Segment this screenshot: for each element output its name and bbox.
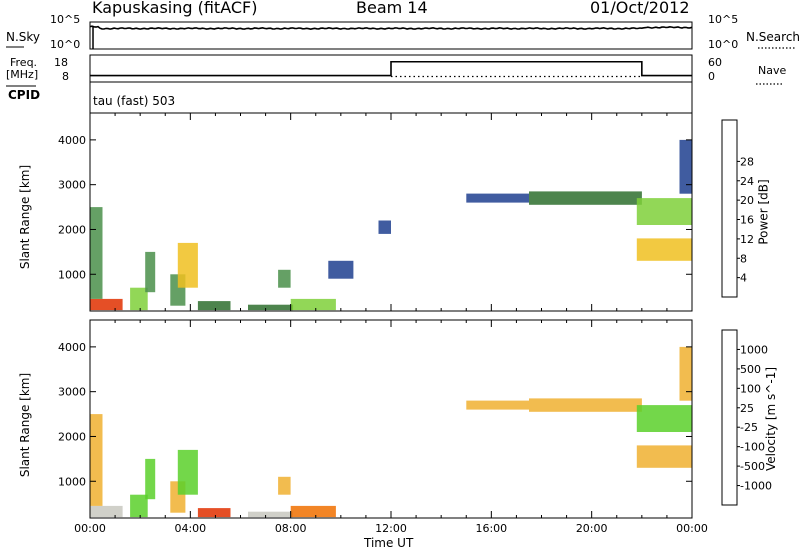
scatter-region-power-7 (248, 304, 294, 311)
scatter-region-velocity-11 (529, 398, 642, 412)
power-colorbar-tick-label-6: 4 (740, 272, 747, 285)
scatter-region-velocity-10 (466, 400, 529, 410)
velocity-colorbar-tick-label-6: -500 (740, 460, 765, 473)
scatter-region-power-0 (90, 298, 123, 311)
y-tick-label-power-1: 2000 (58, 223, 86, 236)
scatter-region-power-2 (130, 287, 148, 311)
x-tick-label-6: 00:00 (676, 522, 708, 535)
nsky-legend-line (6, 46, 24, 48)
scatter-region-power-5 (177, 242, 198, 288)
x-tick-label-3: 12:00 (375, 522, 407, 535)
nave-right-tick-top: 60 (708, 56, 722, 69)
scatter-region-velocity-5 (177, 449, 198, 495)
power-colorbar-tick-label-1: 24 (740, 175, 754, 188)
frequency-line (90, 60, 692, 77)
freq-label: Freq. (10, 56, 38, 69)
scatter-region-velocity-7 (248, 511, 294, 518)
cpid-label: CPID (8, 88, 41, 102)
y-tick-label-velocity-2: 3000 (58, 386, 86, 399)
scatter-region-power-16 (679, 139, 692, 194)
freq-left-tick-top: 18 (54, 56, 68, 69)
power-colorbar-tick-label-0: 28 (740, 155, 754, 168)
nsky-label: N.Sky (6, 30, 41, 44)
scatter-region-velocity-9 (278, 476, 291, 495)
noise-left-tick-bottom: 10^0 (50, 38, 81, 51)
y-tick-label-power-0: 1000 (58, 268, 86, 281)
scatter-region-power-11 (466, 193, 529, 203)
scatter-region-power-1 (90, 207, 103, 299)
scatter-region-velocity-2 (130, 494, 148, 518)
noise-right-tick-top: 10^5 (708, 13, 739, 26)
nave-right-tick-bottom: 0 (708, 70, 715, 83)
velocity-colorbar-tick-label-3: 25 (740, 402, 754, 415)
y-tick-label-power-2: 3000 (58, 179, 86, 192)
sky-noise-line (89, 25, 693, 31)
y-tick-label-velocity-3: 4000 (58, 341, 86, 354)
velocity-colorbar-tick-label-5: -100 (740, 441, 765, 454)
nsearch-label: N.Search (746, 30, 800, 44)
beam-label: Beam 14 (356, 0, 428, 17)
freq-left-tick-bottom: 8 (62, 70, 69, 83)
nave-label: Nave (758, 64, 787, 77)
station-title: Kapuskasing (fitACF) (92, 0, 258, 17)
noise-left-tick-top: 10^5 (50, 13, 81, 26)
x-tick-label-1: 04:00 (174, 522, 206, 535)
scatter-region-power-12 (529, 191, 642, 205)
velocity-colorbar-tick-label-1: 500 (740, 363, 761, 376)
scatter-region-velocity-14 (679, 346, 692, 401)
date-label: 01/Oct/2012 (590, 0, 690, 17)
x-axis-title: Time UT (364, 536, 414, 550)
nave-legend-line (756, 83, 782, 85)
x-tick-label-0: 00:00 (74, 522, 106, 535)
scatter-region-power-3 (145, 251, 156, 293)
velocity-colorbar-tick-label-0: 1000 (740, 343, 768, 356)
power-colorbar-frame (721, 119, 738, 298)
mode-text: tau (fast) 503 (93, 94, 176, 108)
power-colorbar-tick-label-2: 20 (740, 194, 754, 207)
freq-unit-label: [MHz] (6, 68, 39, 81)
x-tick-label-2: 08:00 (275, 522, 307, 535)
scatter-region-power-15 (378, 220, 391, 234)
power-colorbar-tick-label-3: 16 (740, 214, 754, 227)
scatter-region-velocity-3 (145, 458, 156, 500)
scatter-region-velocity-1 (90, 414, 103, 506)
y-tick-label-power-3: 4000 (58, 134, 86, 147)
velocity-colorbar-tick-label-2: 100 (740, 382, 761, 395)
scatter-region-power-8 (290, 298, 336, 311)
scatter-region-velocity-12 (636, 405, 692, 432)
x-tick-label-4: 16:00 (475, 522, 507, 535)
velocity-colorbar-tick-label-7: -1000 (740, 480, 772, 493)
scatter-region-power-9 (278, 269, 291, 288)
cpid-strip-frame (89, 81, 693, 114)
scatter-region-velocity-0 (90, 505, 123, 518)
scatter-region-power-13 (636, 198, 692, 225)
velocity-colorbar-tick-label-4: -25 (740, 421, 758, 434)
scatter-region-velocity-8 (290, 505, 336, 518)
power-colorbar-tick-label-5: 8 (740, 252, 747, 265)
y-tick-label-velocity-0: 1000 (58, 475, 86, 488)
x-tick-label-5: 20:00 (576, 522, 608, 535)
scatter-region-power-14 (636, 238, 692, 261)
power-colorbar-tick-label-4: 12 (740, 233, 754, 246)
noise-right-tick-bottom: 10^0 (708, 38, 739, 51)
scatter-region-power-6 (197, 301, 231, 311)
scatter-region-power-10 (328, 260, 354, 279)
nsearch-legend-line (758, 47, 796, 49)
velocity-colorbar-frame (721, 329, 738, 506)
scatter-region-velocity-13 (636, 445, 692, 468)
cpid-overline (6, 85, 36, 87)
scatter-region-velocity-6 (197, 508, 231, 518)
y-tick-label-velocity-1: 2000 (58, 430, 86, 443)
noise-panel-frame (89, 21, 693, 50)
